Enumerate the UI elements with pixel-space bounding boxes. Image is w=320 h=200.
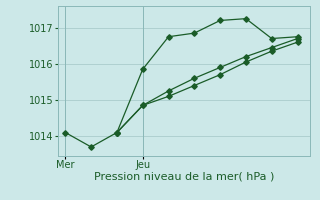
X-axis label: Pression niveau de la mer( hPa ): Pression niveau de la mer( hPa ) — [94, 172, 274, 182]
